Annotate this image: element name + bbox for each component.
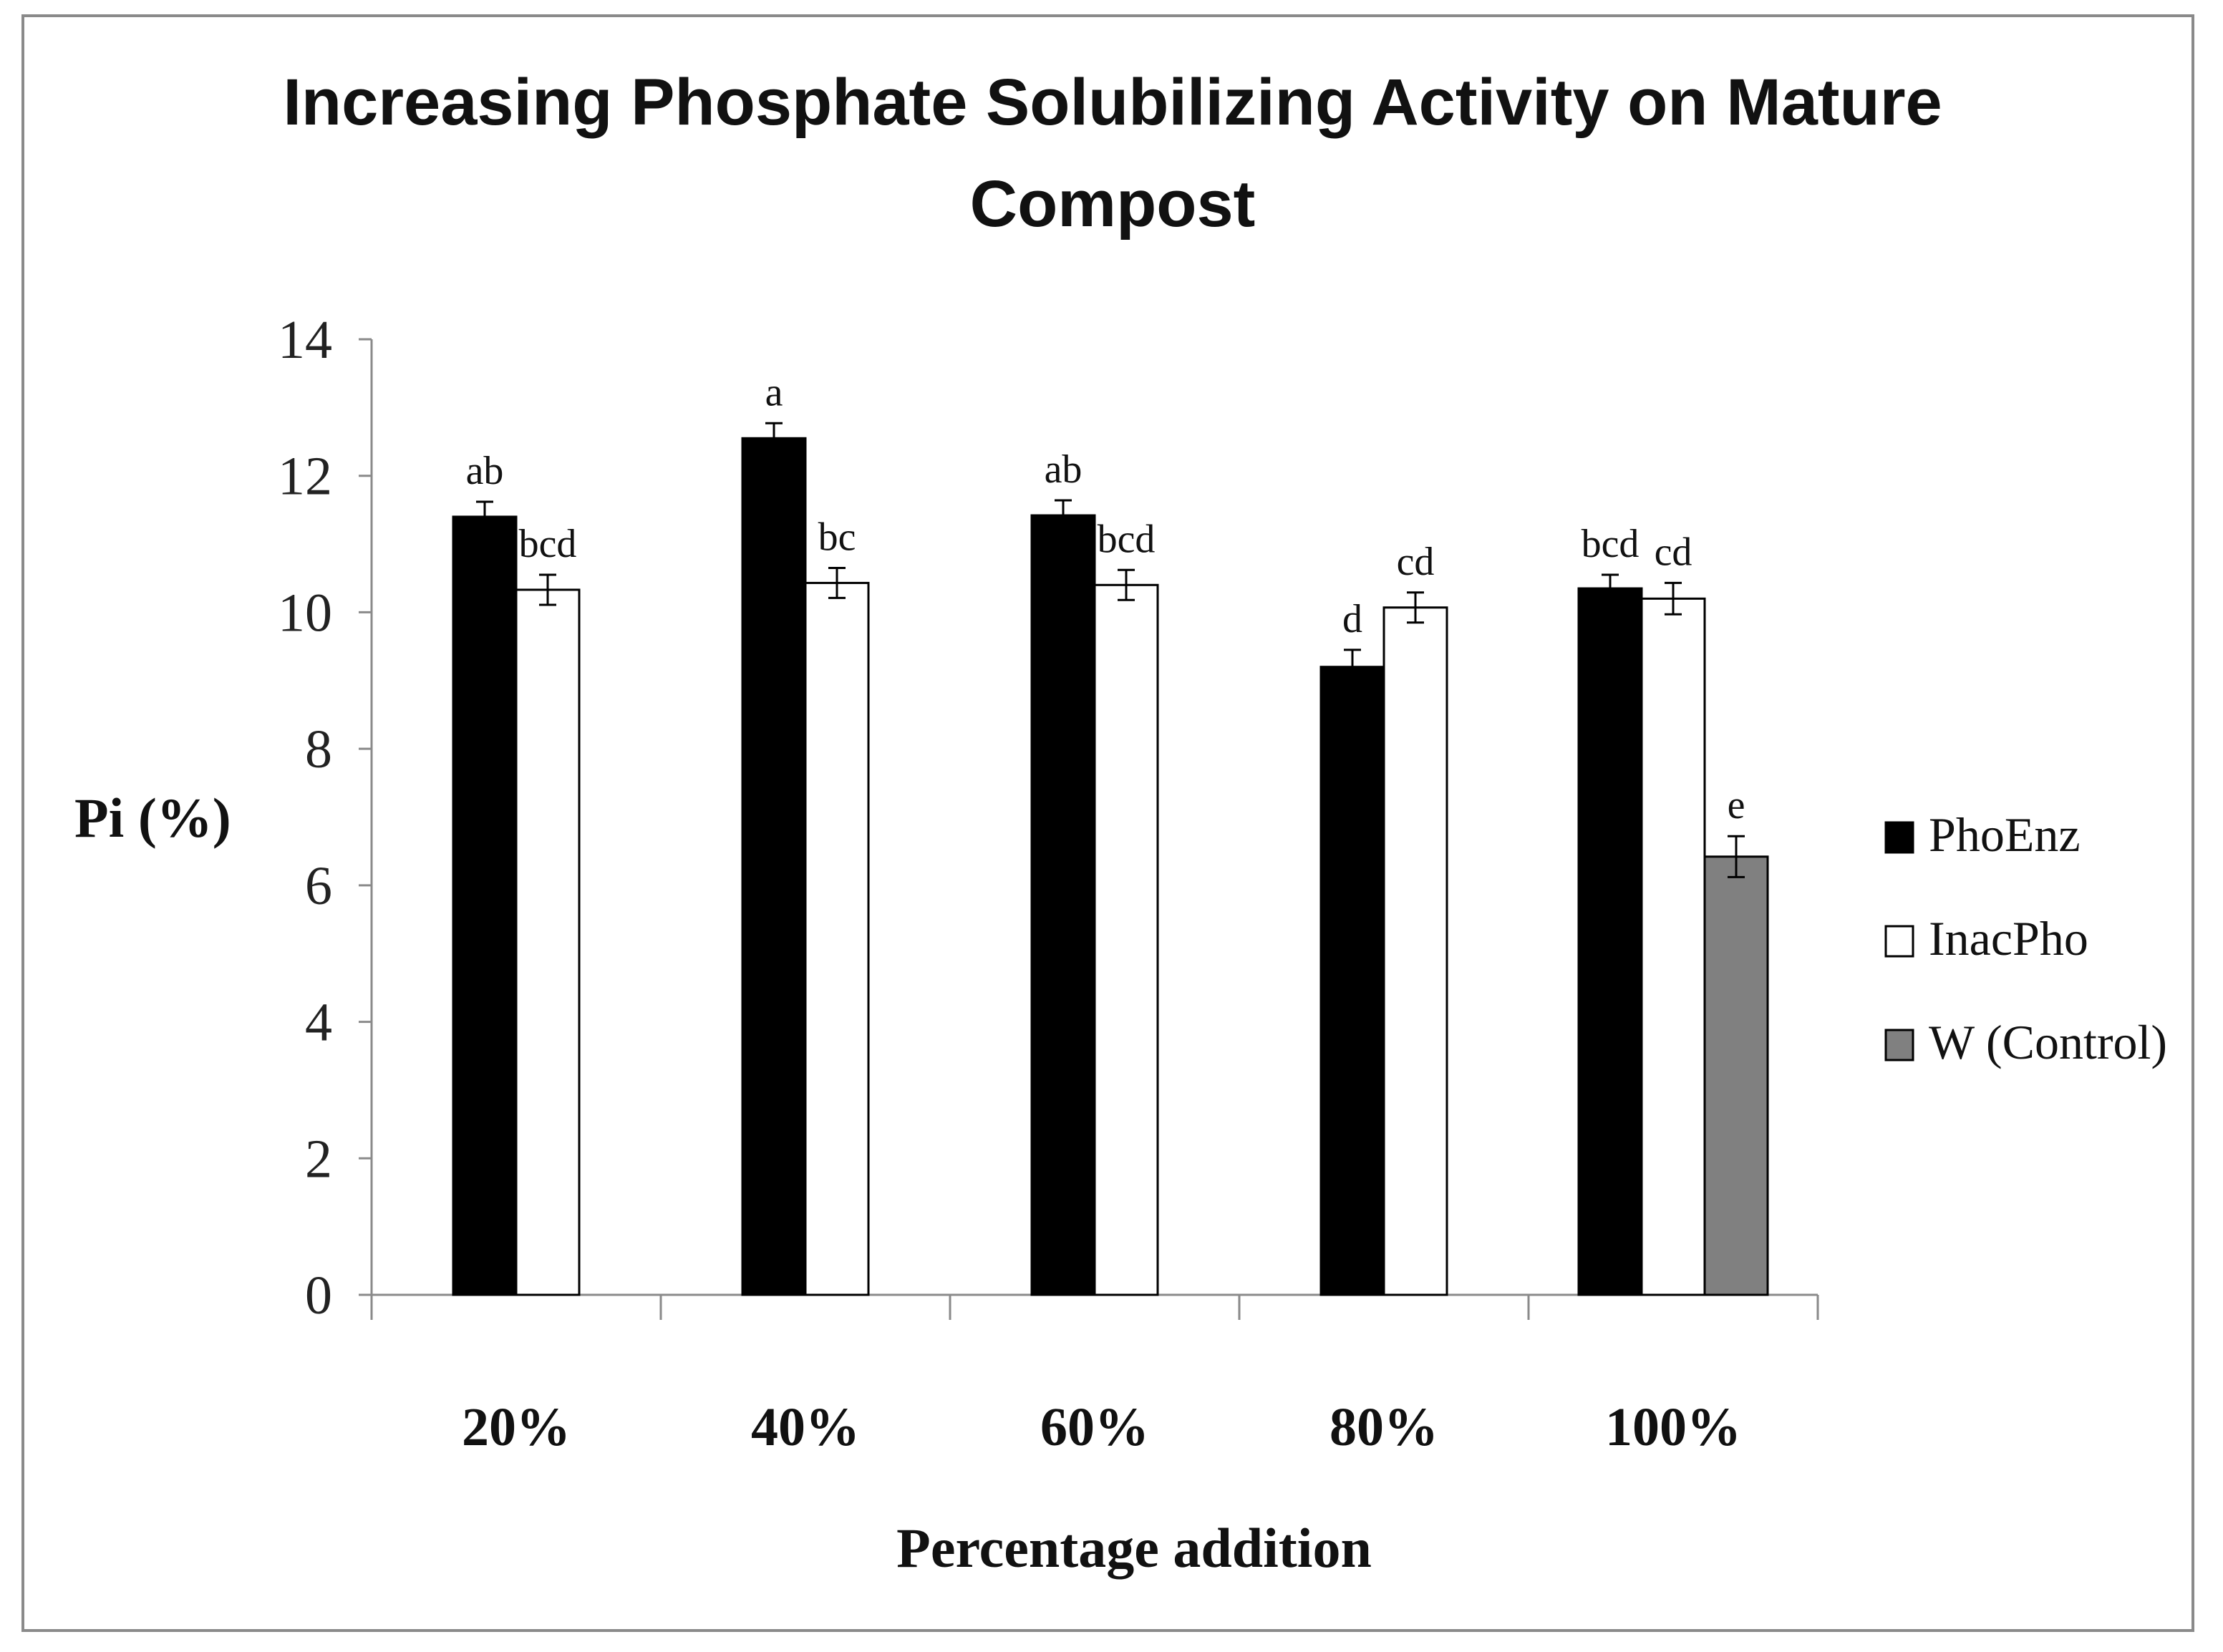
y-axis-title: Pi (%) [74,787,231,849]
bar-inacpho-1 [804,581,870,1296]
significance-label: a [765,370,783,414]
bar-inacpho-0 [515,588,581,1296]
y-tick-label: 6 [305,856,332,916]
bar-inacpho-2 [1093,583,1159,1296]
legend: PhoEnz InacPho W (Control) [1884,807,2167,1069]
legend-swatch [1884,925,1914,958]
bar-phoenz-2 [1030,514,1096,1296]
bar-phoenz-1 [741,437,807,1296]
bar-phoenz-4 [1577,587,1643,1296]
y-tick-label: 12 [278,447,332,507]
x-category-label: 20% [462,1397,571,1457]
legend-label: W (Control) [1929,1015,2167,1069]
y-tick-label: 2 [305,1129,332,1189]
x-category-label: 100% [1605,1397,1741,1457]
significance-label: bcd [1582,522,1640,566]
legend-label: InacPho [1929,911,2088,966]
x-axis-title: Percentage addition [896,1517,1372,1579]
significance-label: cd [1397,540,1435,584]
y-tick-label: 14 [278,310,332,370]
bar-w-control--4 [1703,855,1769,1296]
significance-label: e [1728,783,1745,827]
significance-label: d [1342,597,1362,641]
y-tick-label: 4 [305,993,332,1053]
significance-label: ab [1045,447,1083,492]
y-tick-label: 10 [278,583,332,643]
y-tick-label: 8 [305,719,332,779]
significance-label: bc [818,515,856,559]
chart-frame: Increasing Phosphate Solubilizing Activi… [21,14,2194,1632]
y-axis: 0 2 4 6 8 10 12 14 [278,310,373,1326]
x-axis: 20% 40% 60% 80% 100% [370,1293,1819,1457]
chart-title: Increasing Phosphate Solubilizing Activi… [283,66,1942,139]
legend-swatch [1884,1029,1914,1061]
significance-label: bcd [519,522,577,566]
significance-label: cd [1655,530,1692,574]
bar-inacpho-4 [1640,597,1706,1296]
legend-swatch [1884,821,1914,854]
y-tick-label: 0 [305,1265,332,1326]
x-category-label: 80% [1330,1397,1438,1457]
bar-chart: Increasing Phosphate Solubilizing Activi… [74,66,2167,1579]
chart-title-line-2: Compost [970,167,1256,240]
bar-phoenz-3 [1319,666,1385,1296]
x-category-label: 40% [751,1397,860,1457]
bar-phoenz-0 [452,515,518,1296]
bar-inacpho-3 [1382,606,1448,1296]
significance-label: ab [466,449,504,493]
x-category-label: 60% [1040,1397,1149,1457]
legend-label: PhoEnz [1929,807,2081,862]
significance-label: bcd [1098,517,1156,561]
